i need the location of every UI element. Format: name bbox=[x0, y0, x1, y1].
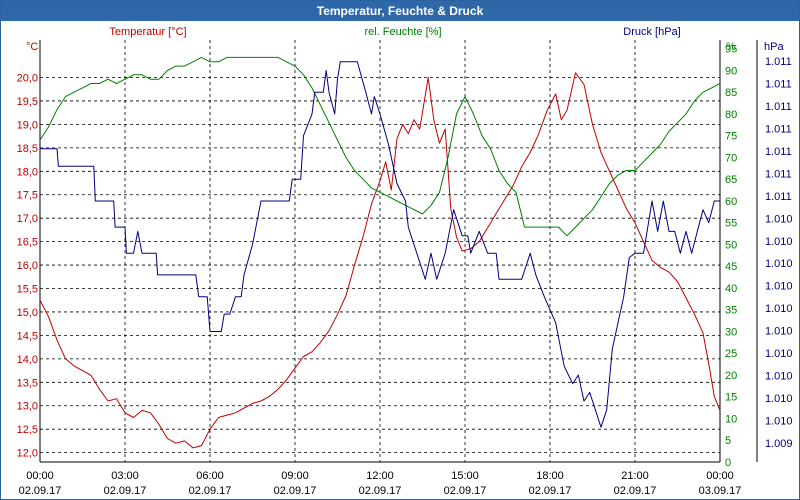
x-tick-date: 02.09.17 bbox=[614, 485, 657, 497]
temperature-tick-label: 16,0 bbox=[17, 260, 38, 272]
temperature-tick-label: 18,5 bbox=[17, 143, 38, 155]
humidity-tick-label: 80 bbox=[725, 109, 737, 121]
axis-labels: Temperatur [°C] rel. Feuchte [%] Druck [hP… bbox=[17, 26, 793, 497]
temperature-tick-label: 14,5 bbox=[17, 330, 38, 342]
series-line-temperature bbox=[39, 72, 721, 449]
x-tick-date: 02.09.17 bbox=[274, 485, 317, 497]
humidity-tick-label: 30 bbox=[725, 326, 737, 338]
series-line-humidity bbox=[39, 56, 721, 237]
temperature-tick-label: 16,5 bbox=[17, 237, 38, 249]
x-tick-date: 02.09.17 bbox=[19, 485, 62, 497]
temperature-tick-label: 20,0 bbox=[17, 73, 38, 85]
x-tick-time: 03:00 bbox=[111, 470, 139, 482]
temperature-tick-label: 14,0 bbox=[17, 354, 38, 366]
pressure-tick-label: 1.011 bbox=[765, 78, 792, 90]
series-lines bbox=[39, 56, 721, 449]
pressure-tick-label: 1.010 bbox=[765, 416, 793, 428]
temperature-tick-label: 17,5 bbox=[17, 190, 38, 202]
humidity-tick-label: 35 bbox=[725, 305, 737, 317]
series-line-pressure bbox=[40, 61, 720, 428]
humidity-tick-label: 15 bbox=[725, 392, 737, 404]
pressure-tick-label: 1.011 bbox=[765, 101, 792, 113]
x-tick-date: 02.09.17 bbox=[444, 485, 487, 497]
temperature-unit-label: °C bbox=[26, 41, 38, 53]
pressure-tick-label: 1.011 bbox=[765, 191, 792, 203]
pressure-tick-label: 1.010 bbox=[765, 326, 793, 338]
legend-temperature: Temperatur [°C] bbox=[109, 26, 186, 38]
pressure-tick-label: 1.010 bbox=[765, 236, 793, 248]
temperature-tick-label: 15,0 bbox=[17, 307, 38, 319]
pressure-tick-label: 1.010 bbox=[765, 371, 793, 383]
temperature-tick-label: 15,5 bbox=[17, 284, 38, 296]
pressure-tick-label: 1.010 bbox=[765, 348, 793, 360]
x-tick-time: 12:00 bbox=[366, 470, 394, 482]
humidity-tick-label: 90 bbox=[725, 65, 737, 77]
x-tick-time: 00:00 bbox=[26, 470, 54, 482]
pressure-tick-label: 1.009 bbox=[765, 438, 793, 450]
temperature-tick-label: 17,0 bbox=[17, 213, 38, 225]
pressure-tick-label: 1.011 bbox=[765, 56, 792, 68]
x-tick-date: 02.09.17 bbox=[359, 485, 402, 497]
humidity-tick-label: 65 bbox=[725, 174, 737, 186]
humidity-tick-label: 0 bbox=[725, 457, 731, 469]
humidity-tick-label: 50 bbox=[725, 239, 737, 251]
pressure-tick-label: 1.010 bbox=[765, 213, 793, 225]
humidity-tick-label: 55 bbox=[725, 218, 737, 230]
x-tick-time: 06:00 bbox=[196, 470, 224, 482]
humidity-unit-label: % bbox=[726, 41, 736, 53]
pressure-tick-label: 1.010 bbox=[765, 393, 793, 405]
humidity-tick-label: 40 bbox=[725, 283, 737, 295]
humidity-tick-label: 70 bbox=[725, 152, 737, 164]
humidity-tick-label: 75 bbox=[725, 131, 737, 143]
legend-pressure: Druck [hPa] bbox=[623, 26, 680, 38]
humidity-tick-label: 60 bbox=[725, 196, 737, 208]
x-tick-date: 02.09.17 bbox=[529, 485, 572, 497]
axes bbox=[39, 40, 758, 463]
x-tick-date: 03.09.17 bbox=[699, 485, 742, 497]
x-tick-time: 21:00 bbox=[621, 470, 649, 482]
humidity-tick-label: 20 bbox=[725, 370, 737, 382]
x-tick-date: 02.09.17 bbox=[189, 485, 232, 497]
pressure-tick-label: 1.011 bbox=[765, 146, 792, 158]
x-tick-time: 09:00 bbox=[281, 470, 309, 482]
x-tick-time: 00:00 bbox=[706, 470, 734, 482]
temperature-tick-label: 12,0 bbox=[17, 448, 38, 460]
pressure-tick-label: 1.010 bbox=[765, 258, 793, 270]
temperature-tick-label: 19,5 bbox=[17, 96, 38, 108]
humidity-tick-label: 5 bbox=[725, 435, 731, 447]
pressure-tick-label: 1.011 bbox=[765, 168, 792, 180]
x-tick-time: 18:00 bbox=[536, 470, 564, 482]
x-tick-date: 02.09.17 bbox=[104, 485, 147, 497]
temperature-tick-label: 12,5 bbox=[17, 424, 38, 436]
temperature-tick-label: 18,0 bbox=[17, 166, 38, 178]
humidity-tick-label: 10 bbox=[725, 413, 737, 425]
temperature-tick-label: 13,5 bbox=[17, 377, 38, 389]
humidity-tick-label: 85 bbox=[725, 87, 737, 99]
legend-humidity: rel. Feuchte [%] bbox=[364, 26, 441, 38]
temperature-tick-label: 19,0 bbox=[17, 119, 38, 131]
pressure-tick-label: 1.010 bbox=[765, 281, 793, 293]
pressure-tick-label: 1.011 bbox=[765, 123, 792, 135]
temperature-tick-label: 13,0 bbox=[17, 401, 38, 413]
chart-title: Temperatur, Feuchte & Druck bbox=[1, 1, 799, 21]
humidity-tick-label: 95 bbox=[725, 44, 737, 56]
humidity-tick-label: 25 bbox=[725, 348, 737, 360]
pressure-tick-label: 1.010 bbox=[765, 303, 793, 315]
humidity-tick-label: 45 bbox=[725, 261, 737, 273]
pressure-unit-label: hPa bbox=[764, 41, 784, 53]
x-tick-time: 15:00 bbox=[451, 470, 479, 482]
